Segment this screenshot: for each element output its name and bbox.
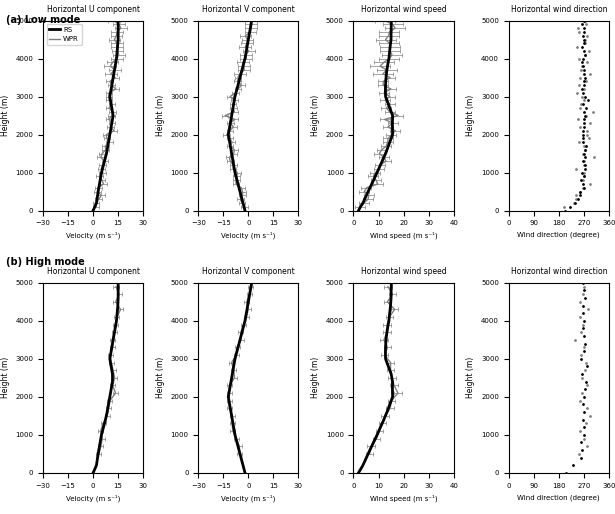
X-axis label: Wind direction (degree): Wind direction (degree)	[517, 494, 600, 501]
Y-axis label: Height (m): Height (m)	[311, 357, 320, 398]
Title: Horizontal V component: Horizontal V component	[202, 5, 295, 14]
Y-axis label: Height (m): Height (m)	[156, 95, 165, 136]
Title: Horizontal V component: Horizontal V component	[202, 267, 295, 277]
Y-axis label: Height (m): Height (m)	[156, 357, 165, 398]
Title: Horizontal wind speed: Horizontal wind speed	[361, 267, 446, 277]
X-axis label: Velocity (m s⁻¹): Velocity (m s⁻¹)	[221, 494, 276, 502]
Text: (b) High mode: (b) High mode	[6, 257, 85, 267]
Title: Horizontal U component: Horizontal U component	[47, 267, 140, 277]
Title: Horizontal U component: Horizontal U component	[47, 5, 140, 14]
Y-axis label: Height (m): Height (m)	[311, 95, 320, 136]
X-axis label: Wind speed (m s⁻¹): Wind speed (m s⁻¹)	[370, 494, 437, 502]
Legend: RS, WPR: RS, WPR	[47, 24, 82, 45]
Text: (a) Low mode: (a) Low mode	[6, 15, 81, 25]
Title: Horizontal wind direction: Horizontal wind direction	[510, 5, 607, 14]
X-axis label: Wind speed (m s⁻¹): Wind speed (m s⁻¹)	[370, 232, 437, 240]
Y-axis label: Height (m): Height (m)	[466, 95, 475, 136]
Y-axis label: Height (m): Height (m)	[466, 357, 475, 398]
Title: Horizontal wind speed: Horizontal wind speed	[361, 5, 446, 14]
X-axis label: Velocity (m s⁻¹): Velocity (m s⁻¹)	[66, 494, 121, 502]
Y-axis label: Height (m): Height (m)	[1, 357, 10, 398]
Y-axis label: Height (m): Height (m)	[1, 95, 10, 136]
X-axis label: Wind direction (degree): Wind direction (degree)	[517, 232, 600, 238]
X-axis label: Velocity (m s⁻¹): Velocity (m s⁻¹)	[66, 232, 121, 240]
Title: Horizontal wind direction: Horizontal wind direction	[510, 267, 607, 277]
X-axis label: Velocity (m s⁻¹): Velocity (m s⁻¹)	[221, 232, 276, 240]
